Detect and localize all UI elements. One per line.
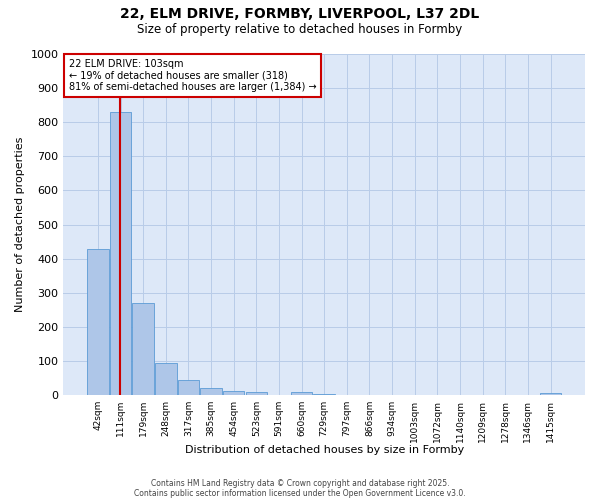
Text: 22, ELM DRIVE, FORMBY, LIVERPOOL, L37 2DL: 22, ELM DRIVE, FORMBY, LIVERPOOL, L37 2D… [121, 8, 479, 22]
Bar [223, 391, 244, 395]
X-axis label: Distribution of detached houses by size in Formby: Distribution of detached houses by size … [185, 445, 464, 455]
Text: Contains public sector information licensed under the Open Government Licence v3: Contains public sector information licen… [134, 488, 466, 498]
Bar [200, 388, 222, 395]
Text: Size of property relative to detached houses in Formby: Size of property relative to detached ho… [137, 22, 463, 36]
Bar [87, 248, 109, 395]
Y-axis label: Number of detached properties: Number of detached properties [15, 137, 25, 312]
Bar [155, 363, 176, 395]
Bar [133, 303, 154, 395]
Bar [313, 394, 335, 395]
Bar [245, 392, 267, 395]
Bar [110, 112, 131, 395]
Text: Contains HM Land Registry data © Crown copyright and database right 2025.: Contains HM Land Registry data © Crown c… [151, 478, 449, 488]
Bar [540, 392, 561, 395]
Text: 22 ELM DRIVE: 103sqm
← 19% of detached houses are smaller (318)
81% of semi-deta: 22 ELM DRIVE: 103sqm ← 19% of detached h… [68, 59, 316, 92]
Bar [291, 392, 313, 395]
Bar [178, 380, 199, 395]
